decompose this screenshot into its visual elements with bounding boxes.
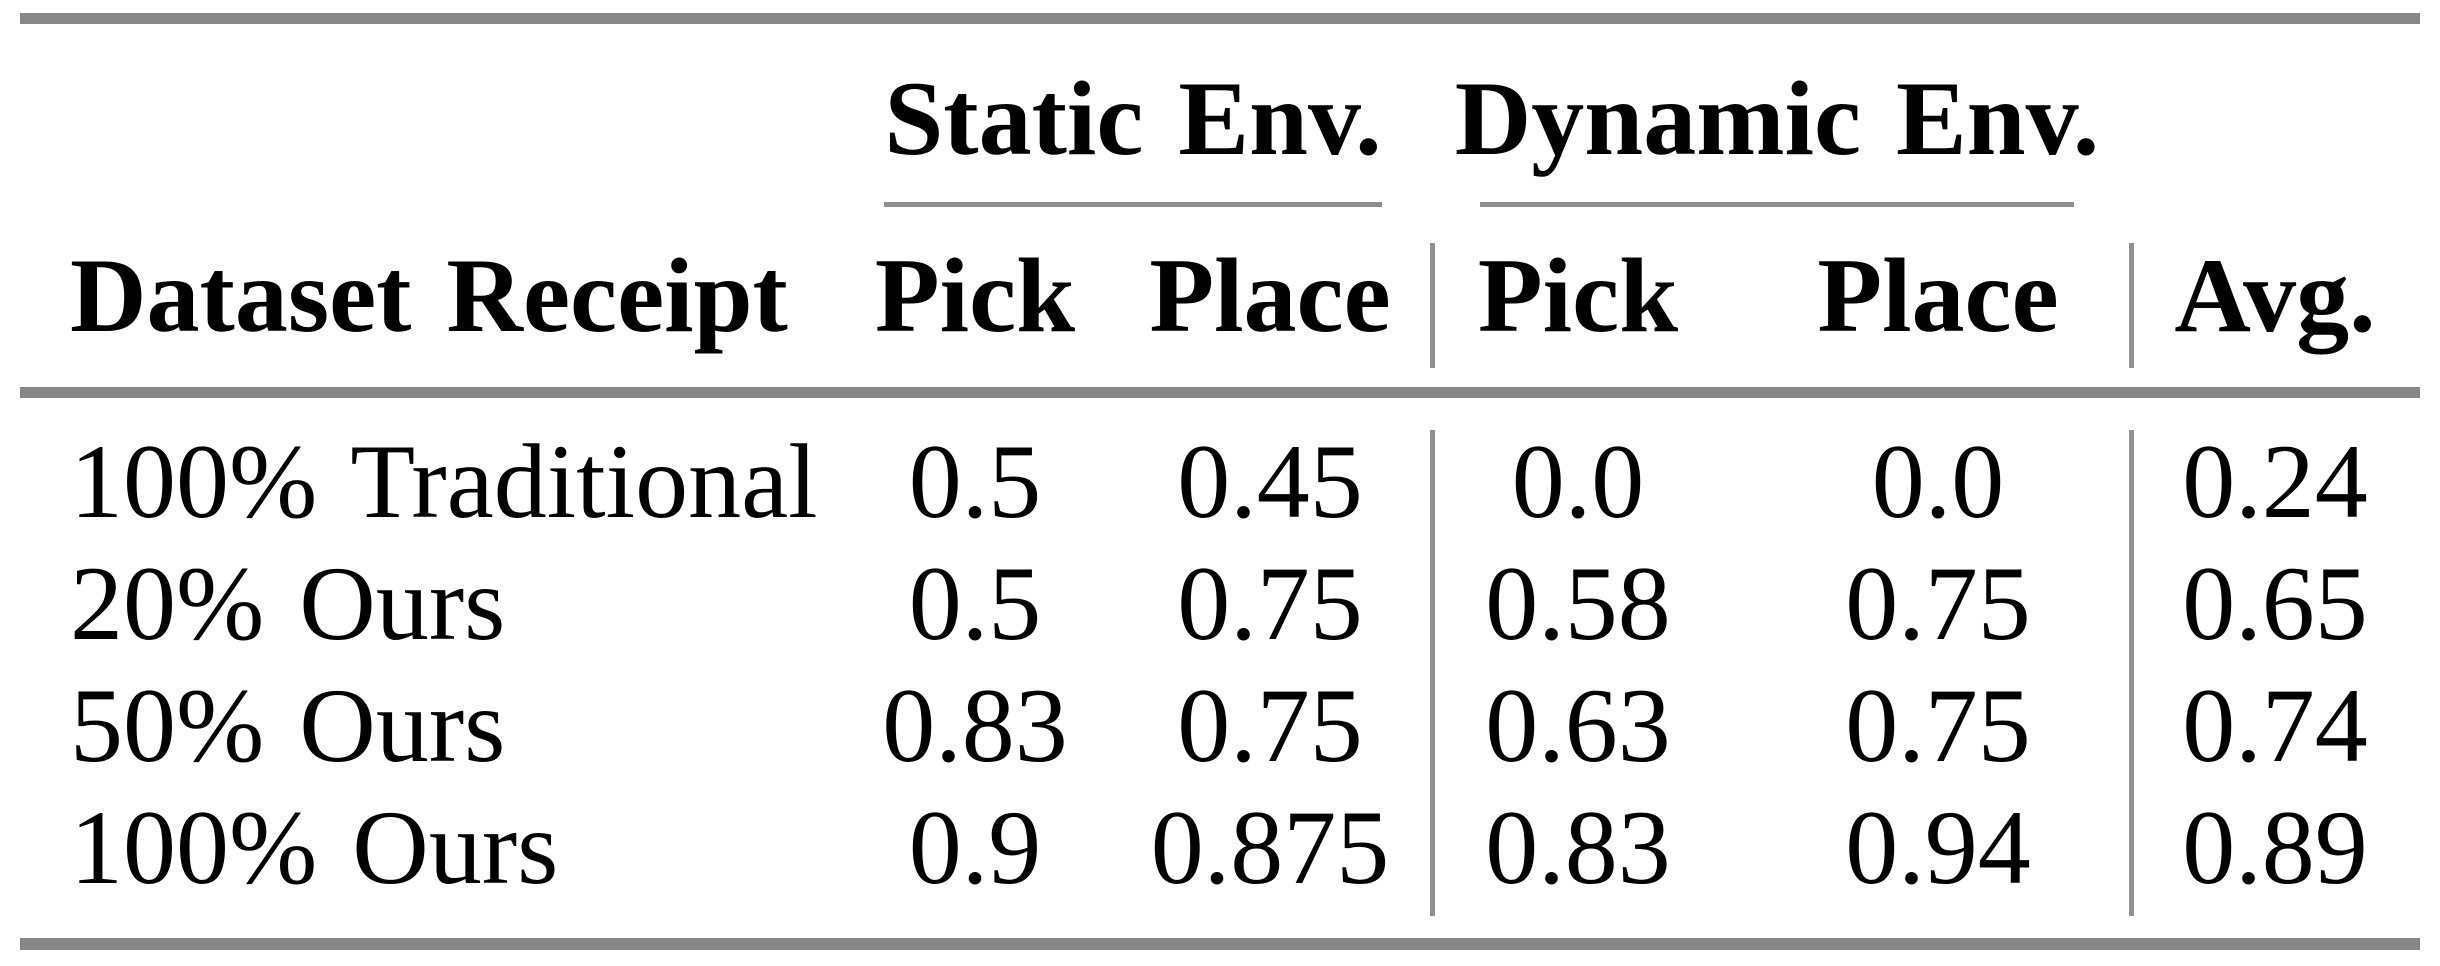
- vertical-rule-dynamic-avg-body: [2129, 430, 2134, 916]
- column-header-dynamic-pick: Pick: [1477, 237, 1679, 354]
- cell-static-place: 0.75: [1177, 545, 1363, 662]
- column-header-static-place: Place: [1149, 237, 1391, 354]
- cell-static-place: 0.875: [1150, 789, 1390, 906]
- row-label: 100% Traditional: [70, 423, 818, 540]
- row-label: 50% Ours: [70, 667, 506, 784]
- cell-dynamic-pick: 0.83: [1485, 789, 1671, 906]
- cell-static-pick: 0.83: [882, 667, 1068, 784]
- column-header-static-pick: Pick: [874, 237, 1076, 354]
- dynamic-env-underline-rule: [1480, 202, 2074, 207]
- row-label: 100% Ours: [70, 789, 559, 906]
- vertical-rule-static-dynamic-body: [1430, 430, 1435, 916]
- static-env-underline-rule: [884, 202, 1382, 207]
- cell-dynamic-pick: 0.63: [1485, 667, 1671, 784]
- group-header-dynamic-env: Dynamic Env.: [1454, 60, 2100, 177]
- vertical-rule-static-dynamic-header: [1430, 243, 1435, 368]
- cell-dynamic-place: 0.94: [1845, 789, 2031, 906]
- table-top-rule: [20, 13, 2420, 24]
- cell-dynamic-pick: 0.58: [1485, 545, 1671, 662]
- cell-avg: 0.24: [2182, 423, 2368, 540]
- table-bottom-rule: [20, 938, 2420, 950]
- cell-dynamic-place: 0.0: [1871, 423, 2005, 540]
- row-label: 20% Ours: [70, 545, 506, 662]
- cell-static-pick: 0.5: [908, 545, 1042, 662]
- cell-static-pick: 0.9: [908, 789, 1042, 906]
- column-header-dataset-receipt: Dataset Receipt: [70, 237, 788, 354]
- cell-dynamic-pick: 0.0: [1511, 423, 1645, 540]
- cell-static-place: 0.75: [1177, 667, 1363, 784]
- cell-dynamic-place: 0.75: [1845, 545, 2031, 662]
- cell-avg: 0.89: [2182, 789, 2368, 906]
- vertical-rule-dynamic-avg-header: [2129, 243, 2134, 368]
- table-header-separator-rule: [20, 387, 2420, 398]
- group-header-static-env: Static Env.: [884, 60, 1382, 177]
- cell-static-pick: 0.5: [908, 423, 1042, 540]
- cell-static-place: 0.45: [1177, 423, 1363, 540]
- column-header-avg: Avg.: [2174, 237, 2376, 354]
- cell-dynamic-place: 0.75: [1845, 667, 2031, 784]
- column-header-dynamic-place: Place: [1817, 237, 2059, 354]
- cell-avg: 0.65: [2182, 545, 2368, 662]
- cell-avg: 0.74: [2182, 667, 2368, 784]
